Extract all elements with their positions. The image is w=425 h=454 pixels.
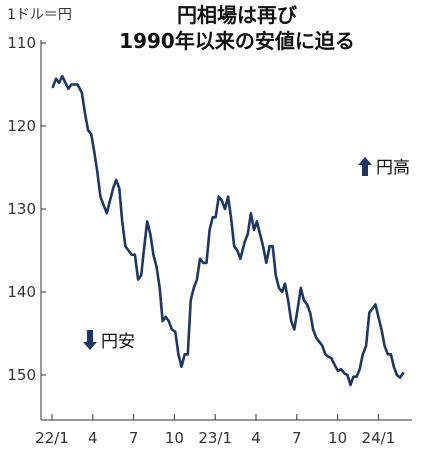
usd-jpy-series-line [51,74,405,387]
y-tick-label: 140 [7,283,36,301]
x-ticks: 22/1 4 7 10 23/1 4 7 10 24/1 [35,414,395,447]
y-tick-label: 150 [7,366,36,384]
annotation-down-label: 円安 [101,332,135,352]
x-tick-label: 4 [251,429,261,447]
up-arrow-icon [358,157,372,176]
down-arrow-icon [83,330,97,350]
x-tick-label: 24/1 [362,429,396,447]
x-tick-label: 23/1 [198,429,232,447]
x-tick-label: 10 [328,429,347,447]
chart-title-line-1: 円相場は再び [177,3,298,27]
x-tick-label: 4 [88,429,98,447]
x-tick-label: 7 [129,429,139,447]
y-tick-label: 130 [7,200,36,218]
annotation-up-label: 円高 [376,158,410,178]
x-tick-label: 7 [292,429,302,447]
y-ticks: 110 120 130 140 150 [7,34,46,384]
x-tick-label: 10 [165,429,184,447]
y-axis-unit-label: 1ドル＝円 [7,7,72,23]
chart-title-line-2: 1990年以来の安値に迫る [119,29,355,53]
y-tick-label: 120 [7,117,36,135]
annotation-yen-weak: 円安 [83,330,135,352]
annotation-yen-strong: 円高 [358,157,410,178]
x-tick-label: 22/1 [35,429,69,447]
y-tick-label: 110 [7,34,36,52]
